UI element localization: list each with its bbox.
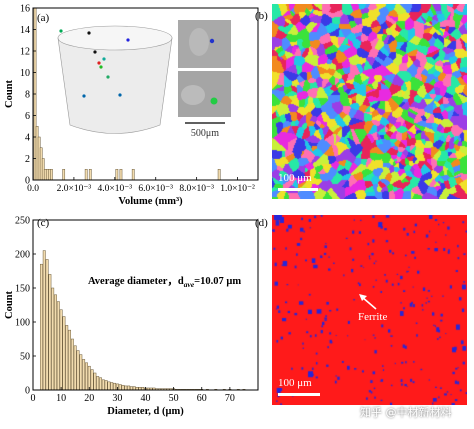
- histogram-bar: [129, 386, 133, 391]
- x-tick-label: 60: [197, 393, 207, 404]
- histogram-bar: [110, 382, 114, 391]
- x-tick-label: 1.0×10⁻²: [220, 184, 255, 194]
- y-tick-label: 0: [25, 176, 30, 187]
- x-tick-label: 0.0: [27, 184, 39, 194]
- histogram-bar: [217, 169, 221, 181]
- diameter-histogram: 0 50 100 150 200 250 0 10 20 30 40 50 60 70 Diameter, …: [4, 216, 259, 417]
- y-tick-label: 12: [20, 47, 30, 58]
- y-tick-label: 10: [20, 68, 30, 79]
- ebsd-grain-map: [272, 4, 467, 199]
- histogram-bar: [42, 250, 46, 391]
- histogram-bar: [132, 386, 136, 391]
- histogram-bar: [124, 385, 128, 391]
- histogram-bar: [113, 382, 117, 391]
- x-tick-label: 0: [31, 393, 36, 404]
- x-axis-label: Diameter, d (μm): [107, 406, 184, 417]
- y-tick-label: 4: [25, 133, 30, 144]
- histogram-bar: [84, 169, 88, 181]
- average-diameter-annotation: Average diameter，dave=10.07 μm: [88, 276, 241, 289]
- y-tick-label: 250: [15, 216, 30, 227]
- histogram-bar: [39, 263, 43, 391]
- ferrite-label: Ferrite: [358, 311, 388, 323]
- x-tick-label: 2.0×10⁻³: [57, 184, 92, 194]
- panel-label-c: (c): [37, 217, 50, 229]
- y-tick-label: 2: [25, 154, 30, 165]
- histogram-bar: [84, 362, 88, 391]
- inset-scale-label: 500μm: [191, 128, 219, 139]
- scale-bar-d: [278, 393, 320, 396]
- histogram-bar: [87, 365, 91, 391]
- y-tick-label: 150: [15, 284, 30, 295]
- scale-bar-label-b: 100 μm: [278, 172, 312, 184]
- histogram-bar: [54, 294, 57, 391]
- histogram-bar: [65, 325, 69, 391]
- histogram-bar: [56, 301, 60, 391]
- histogram-bar: [127, 385, 131, 391]
- y-tick-label: 14: [20, 25, 30, 36]
- x-tick-label: 70: [225, 393, 235, 404]
- x-tick-label: 30: [112, 393, 122, 404]
- histogram-bar: [51, 287, 55, 391]
- histogram-bar: [62, 169, 66, 181]
- x-tick-label: 4.0×10⁻³: [98, 184, 133, 194]
- y-tick-label: 0: [25, 386, 30, 397]
- y-tick-label: 100: [15, 318, 30, 329]
- y-tick-label: 16: [20, 4, 30, 15]
- y-tick-label: 8: [25, 90, 30, 101]
- histogram-bar: [68, 329, 72, 391]
- histogram-bar: [73, 345, 77, 391]
- histogram-bar: [99, 377, 102, 391]
- scale-bar-label-d: 100 μm: [278, 377, 312, 389]
- histogram-bar: [121, 384, 125, 391]
- panel-label-a: (a): [37, 12, 50, 24]
- histogram-bar: [82, 359, 86, 391]
- histogram-bar: [118, 384, 122, 391]
- histogram-bar: [93, 372, 97, 391]
- histogram-bar: [88, 169, 92, 181]
- x-tick-label: 10: [56, 393, 66, 404]
- y-tick-label: 200: [15, 250, 30, 261]
- histogram-bar: [59, 309, 63, 391]
- volume-histogram: 500μm 0 2 4 6 8 10 12 14 16 0.0 2.0×10⁻³ 4.0×10⁻³ 6.0…: [4, 4, 259, 207]
- histogram-bar: [45, 259, 49, 391]
- histogram-bar: [119, 169, 123, 181]
- x-tick-label: 20: [84, 393, 94, 404]
- histogram-bar: [70, 338, 74, 391]
- histogram-bar: [104, 380, 108, 391]
- histogram-bar: [90, 369, 94, 391]
- y-axis-label: Count: [4, 290, 15, 319]
- panel-label-b: (b): [255, 10, 268, 22]
- histogram-bar: [96, 376, 100, 391]
- ferrite-arrow: [359, 294, 377, 310]
- inset-micrographs: [178, 20, 231, 124]
- histogram-bar: [79, 354, 83, 391]
- x-tick-label: 8.0×10⁻³: [179, 184, 214, 194]
- watermark: 知乎 @中材新材料: [360, 406, 452, 419]
- histogram-bar: [131, 169, 135, 181]
- histogram-bar: [50, 169, 53, 181]
- histogram-bar: [62, 316, 66, 391]
- panel-label-d: (d): [255, 217, 268, 229]
- scale-bar-b: [278, 188, 318, 191]
- y-axis-label: Count: [4, 79, 15, 108]
- x-tick-label: 50: [169, 393, 179, 404]
- histogram-bar: [76, 350, 80, 391]
- inset-3d-cylinder: [57, 25, 173, 134]
- histogram-bar: [48, 274, 52, 391]
- x-axis-label: Volume (mm³): [118, 196, 183, 207]
- x-tick-label: 6.0×10⁻³: [138, 184, 173, 194]
- y-tick-label: 50: [20, 352, 30, 363]
- histogram-bar: [115, 169, 119, 181]
- y-tick-label: 6: [25, 111, 30, 122]
- phase-map: [272, 215, 467, 405]
- histogram-bar: [101, 379, 105, 391]
- x-tick-label: 40: [141, 393, 151, 404]
- histogram-bar: [107, 381, 111, 391]
